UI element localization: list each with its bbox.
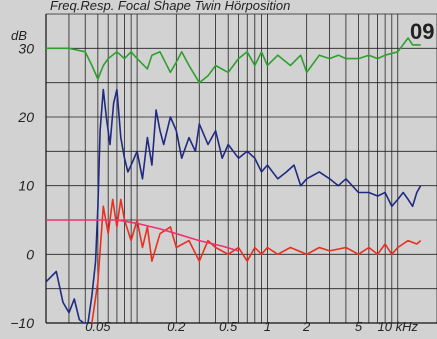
y-axis-label: dB xyxy=(11,28,27,43)
x-tick-label: 2 xyxy=(302,319,311,334)
y-tick-label: 10 xyxy=(18,178,34,194)
series-line-1 xyxy=(46,37,421,84)
y-tick-label: 30 xyxy=(18,40,34,56)
y-tick-label: −10 xyxy=(10,315,34,331)
series-group xyxy=(45,37,422,324)
x-tick-label: 10 kHz xyxy=(378,319,419,334)
x-tick-label: 0.05 xyxy=(85,319,111,334)
x-tick-label: 1 xyxy=(264,319,271,334)
chart-badge: 09 xyxy=(410,19,434,44)
x-tick-label: 0.5 xyxy=(219,319,238,334)
series-line-4 xyxy=(46,219,239,252)
y-tick-label: 20 xyxy=(17,109,34,125)
x-tick-label: 0.2 xyxy=(167,319,186,334)
chart-title: Freq.Resp. Focal Shape Twin Hörposition xyxy=(50,0,290,13)
series-line-3 xyxy=(91,198,422,324)
series-line-2 xyxy=(45,88,422,324)
y-tick-label: 0 xyxy=(26,246,34,262)
x-tick-label: 5 xyxy=(355,319,363,334)
labels: Freq.Resp. Focal Shape Twin Hörposition … xyxy=(10,0,434,334)
